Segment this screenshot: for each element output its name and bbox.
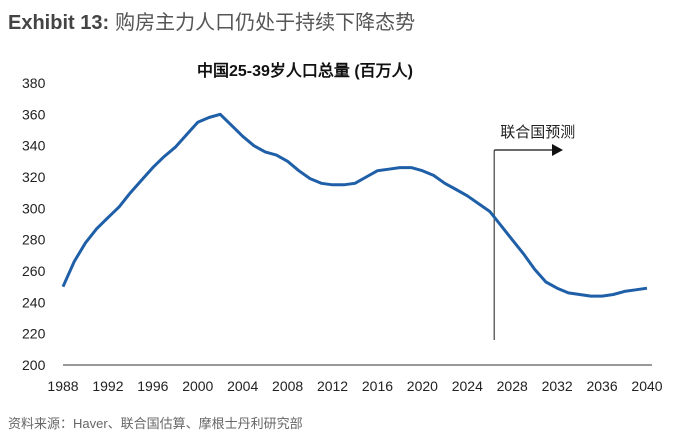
y-tick-label: 260 — [22, 263, 46, 279]
x-tick-label: 2040 — [631, 378, 662, 394]
y-tick-label: 340 — [22, 138, 46, 154]
x-tick-label: 1992 — [92, 378, 123, 394]
x-tick-label: 2020 — [407, 378, 438, 394]
series-line — [61, 112, 648, 298]
exhibit-heading: Exhibit 13: 购房主力人口仍处于持续下降态势 — [8, 6, 415, 35]
y-tick-label: 280 — [22, 232, 46, 248]
forecast-annotation: 联合国预测 — [493, 124, 575, 340]
y-tick-label: 200 — [22, 357, 46, 373]
x-tick-label: 2028 — [497, 378, 528, 394]
x-tick-label: 2016 — [362, 378, 393, 394]
x-tick-label: 2032 — [542, 378, 573, 394]
x-tick-label: 2036 — [586, 378, 617, 394]
y-tick-label: 320 — [22, 169, 46, 185]
y-tick-label: 220 — [22, 326, 46, 342]
y-axis: 200 220 240 260 280 300 320 340 360 380 — [22, 75, 46, 373]
y-tick-label: 360 — [22, 106, 46, 122]
x-tick-label: 1996 — [137, 378, 168, 394]
x-tick-label: 2004 — [227, 378, 258, 394]
x-tick-label: 2000 — [182, 378, 213, 394]
source-note: 资料来源：Haver、联合国估算、摩根士丹利研究部 — [8, 416, 303, 431]
forecast-label: 联合国预测 — [500, 124, 575, 141]
y-tick-label: 300 — [22, 200, 46, 216]
y-tick-label: 240 — [22, 294, 46, 310]
x-tick-label: 2012 — [317, 378, 348, 394]
x-tick-label: 2008 — [272, 378, 303, 394]
x-tick-label: 2024 — [452, 378, 483, 394]
y-tick-label: 380 — [22, 75, 46, 91]
x-axis: 1988 1992 1996 2000 2004 2008 2012 2016 2020 2024… — [47, 378, 662, 394]
arrow-right-icon — [552, 144, 563, 156]
exhibit-label: Exhibit 13: — [8, 12, 110, 34]
x-tick-label: 1988 — [47, 378, 78, 394]
exhibit-title: 购房主力人口仍处于持续下降态势 — [115, 12, 416, 34]
chart-title: 中国25-39岁人口总量 (百万人) — [197, 61, 413, 80]
